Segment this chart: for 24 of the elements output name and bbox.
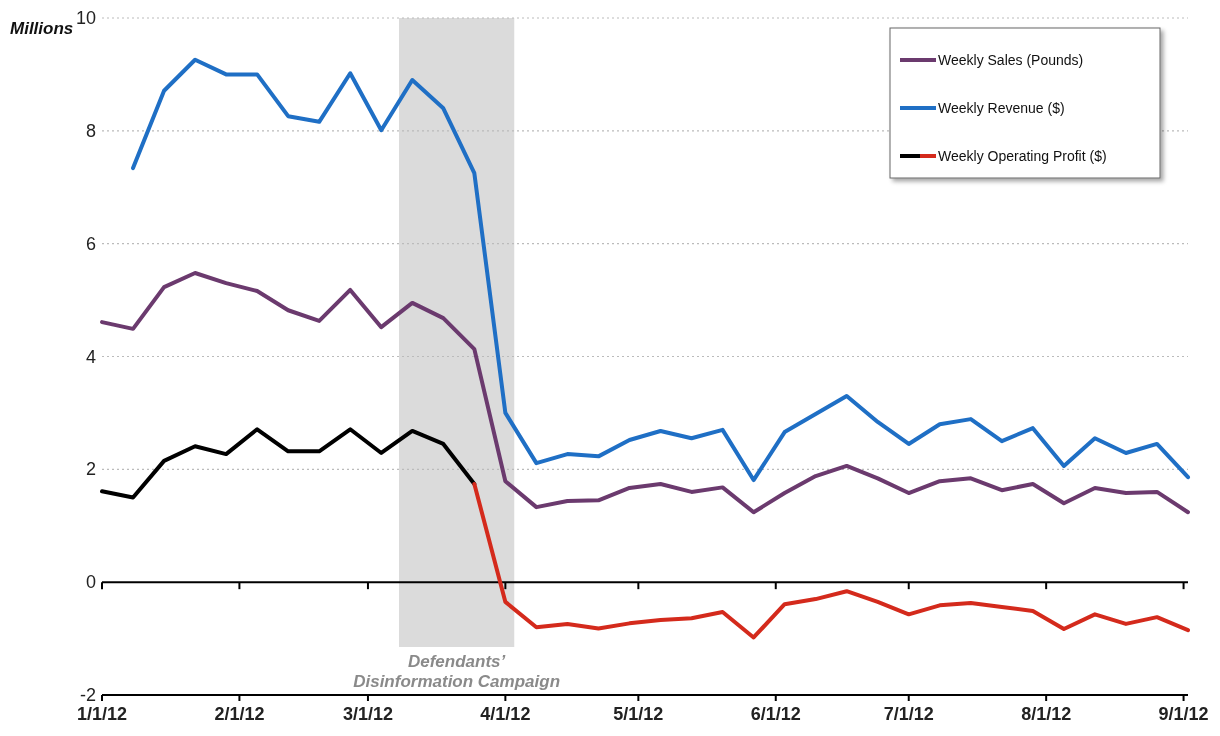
- legend-label: Weekly Revenue ($): [938, 100, 1065, 116]
- y-tick-label: -2: [79, 685, 96, 705]
- legend-label: Weekly Operating Profit ($): [938, 148, 1107, 164]
- line-series: [100, 271, 1190, 515]
- x-tick-label: 2/1/12: [214, 704, 265, 724]
- x-tick-label: 4/1/12: [480, 704, 531, 724]
- x-tick-label: 5/1/12: [613, 704, 664, 724]
- y-tick-label: 10: [75, 8, 96, 28]
- line-series: [100, 427, 477, 500]
- x-tick-label: 8/1/12: [1021, 704, 1072, 724]
- x-tick-label: 3/1/12: [342, 704, 393, 724]
- y-tick-label: 6: [85, 233, 96, 254]
- y-tick-label: 4: [85, 346, 96, 367]
- legend-label: Weekly Sales (Pounds): [938, 52, 1084, 68]
- y-axis-title: Millions: [10, 19, 74, 38]
- x-tick-label: 1/1/12: [76, 704, 128, 724]
- y-tick-label: 8: [85, 120, 96, 141]
- band-label: Defendants’ Disinformation Campaign: [353, 652, 561, 691]
- x-tick-label: 7/1/12: [883, 704, 934, 724]
- x-tick-label: 6/1/12: [750, 704, 801, 724]
- x-tick-label: 9/1/12: [1158, 704, 1209, 724]
- y-tick-label: 2: [85, 459, 96, 480]
- line-series: [472, 482, 1190, 640]
- y-tick-label: 0: [85, 572, 96, 593]
